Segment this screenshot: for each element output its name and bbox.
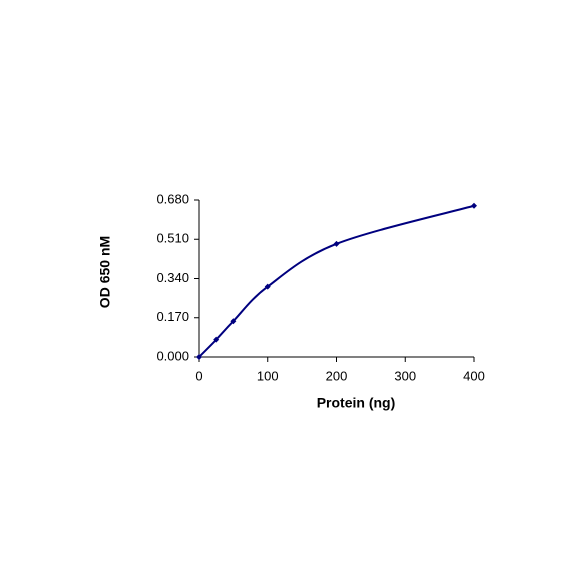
y-tick-label: 0.000 bbox=[156, 348, 189, 363]
point bbox=[196, 354, 202, 360]
x-tick-label: 400 bbox=[463, 368, 485, 383]
point bbox=[471, 202, 477, 209]
curve bbox=[198, 204, 475, 358]
x-tick-label: 200 bbox=[326, 368, 348, 383]
y-tick-label: 0.340 bbox=[156, 270, 189, 285]
y-tick-label: 0.680 bbox=[156, 191, 189, 206]
point bbox=[213, 336, 220, 343]
x-tick-label: 300 bbox=[394, 368, 416, 383]
y-tick-label: 0.170 bbox=[156, 309, 189, 324]
y-axis-title: OD 650 nM bbox=[97, 236, 113, 308]
x-axis-title: Protein (ng) bbox=[317, 395, 396, 411]
x-tick-label: 100 bbox=[257, 368, 279, 383]
y-tick-label: 0.510 bbox=[156, 231, 189, 246]
point bbox=[333, 240, 340, 247]
point bbox=[230, 318, 237, 325]
x-tick-label: 0 bbox=[195, 368, 202, 383]
point bbox=[264, 283, 271, 290]
